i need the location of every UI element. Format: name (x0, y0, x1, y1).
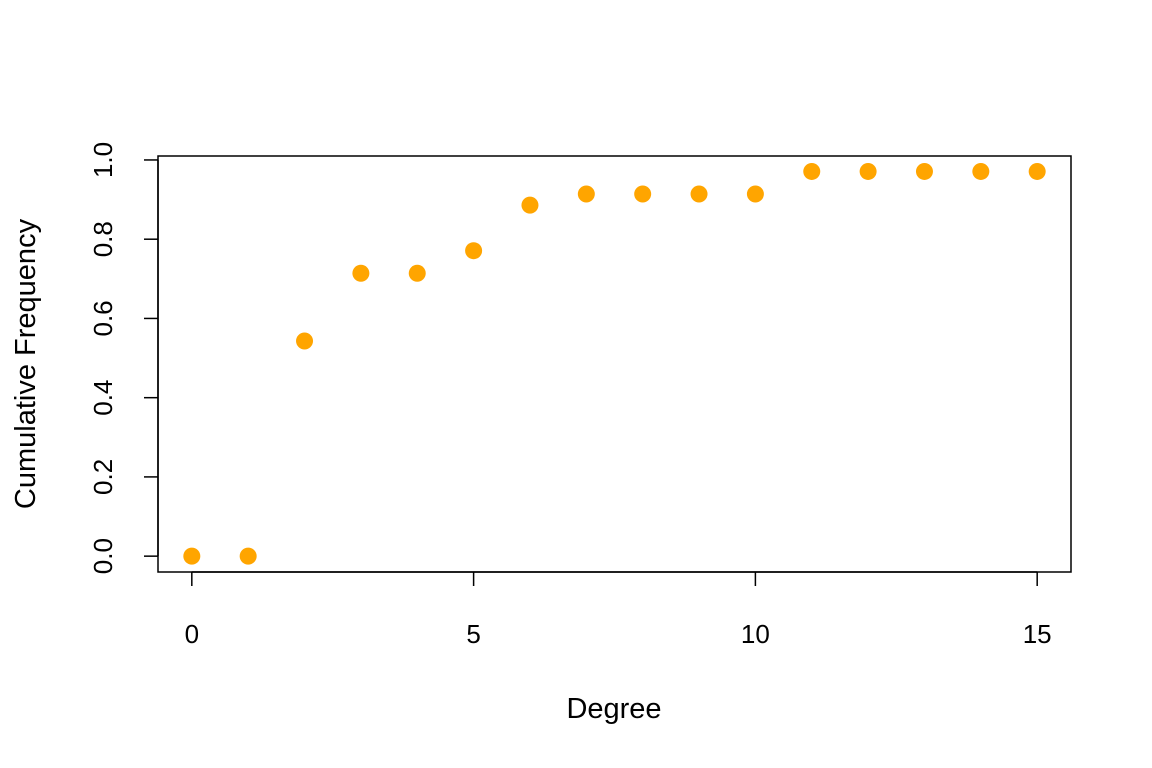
data-point (690, 185, 708, 203)
data-point (521, 196, 539, 214)
y-axis: 0.0 0.2 0.4 0.6 0.8 1.0 (88, 142, 159, 574)
data-points (183, 162, 1046, 565)
x-axis-label: Degree (566, 693, 661, 725)
data-point (859, 162, 877, 180)
plot-box (157, 155, 1072, 573)
data-point (239, 547, 257, 565)
data-point (408, 264, 426, 282)
data-point (972, 162, 990, 180)
data-point (1028, 162, 1046, 180)
data-point (183, 547, 201, 565)
y-tick-label: 0.0 (88, 538, 118, 574)
x-tick-label: 15 (1023, 619, 1052, 649)
y-tick-label: 1.0 (88, 142, 118, 178)
data-point (634, 185, 652, 203)
y-tick-label: 0.4 (88, 380, 118, 416)
x-axis: 0 5 10 15 (185, 571, 1052, 649)
data-point (746, 185, 764, 203)
x-tick-label: 5 (466, 619, 480, 649)
data-point (577, 185, 595, 203)
y-axis-label: Cumulative Frequency (10, 218, 42, 509)
y-tick-label: 0.6 (88, 300, 118, 336)
x-tick-label: 0 (185, 619, 199, 649)
y-tick-label: 0.8 (88, 221, 118, 257)
data-point (465, 242, 483, 260)
data-point (352, 264, 370, 282)
y-tick-label: 0.2 (88, 459, 118, 495)
x-tick-label: 10 (741, 619, 770, 649)
data-point (803, 162, 821, 180)
data-point (915, 162, 933, 180)
data-point (296, 332, 314, 350)
